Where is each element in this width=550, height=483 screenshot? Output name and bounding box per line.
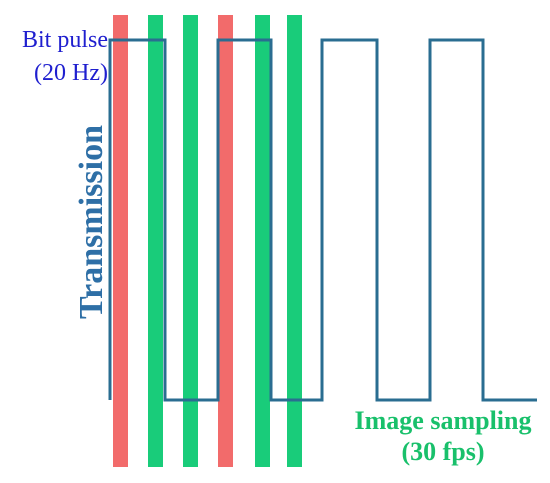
sampling-bar-red-1	[113, 15, 128, 467]
bit-pulse-label: Bit pulse	[22, 27, 108, 53]
sampling-bar-green-4	[287, 15, 302, 467]
image-sampling-label: Image sampling	[355, 406, 532, 435]
sampling-bar-green-2	[183, 15, 198, 467]
image-sampling-rate-label: (30 fps)	[401, 437, 484, 466]
sampling-bar-green-3	[255, 15, 270, 467]
bit-pulse-frequency-label: (20 Hz)	[34, 60, 108, 86]
bit-pulse-square-wave	[108, 38, 537, 402]
sampling-bar-red-2	[218, 15, 233, 467]
transmission-axis-label: Transmission	[73, 125, 110, 319]
sampling-bar-green-1	[148, 15, 163, 467]
